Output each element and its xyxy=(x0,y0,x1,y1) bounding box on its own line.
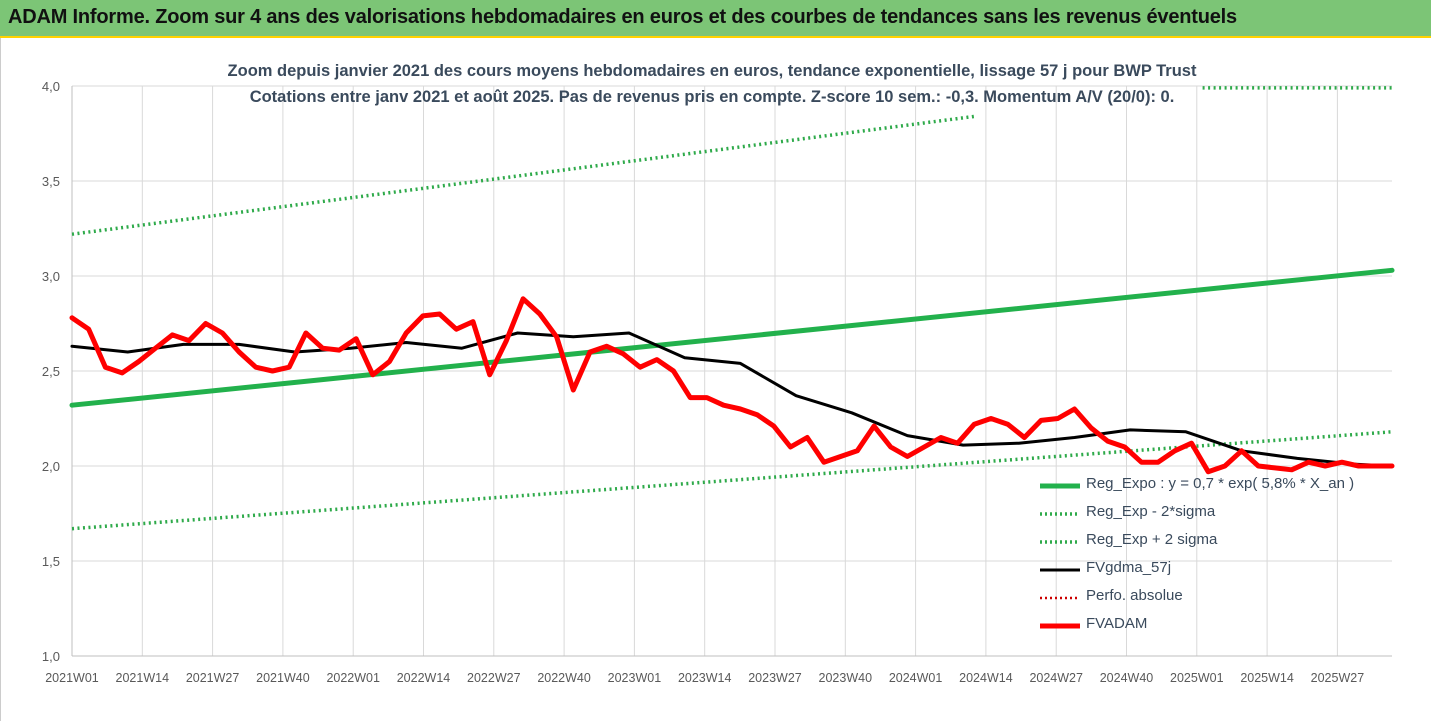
header-banner: ADAM Informe. Zoom sur 4 ans des valoris… xyxy=(0,0,1431,38)
x-tick-label: 2025W27 xyxy=(1311,671,1365,685)
legend: Reg_Expo : y = 0,7 * exp( 5,8% * X_an ) … xyxy=(1040,472,1400,640)
y-tick-label: 1,0 xyxy=(42,649,60,664)
legend-item-perfo: Perfo. absolue xyxy=(1040,584,1400,612)
series-reg-exp-minus-2sigma xyxy=(71,430,1393,531)
legend-label: Reg_Exp - 2*sigma xyxy=(1086,503,1216,520)
legend-label: Reg_Expo : y = 0,7 * exp( 5,8% * X_an ) xyxy=(1086,475,1355,492)
y-tick-label: 3,5 xyxy=(42,174,60,189)
series-fvadam xyxy=(69,296,1395,475)
series-reg-exp-plus-2sigma xyxy=(71,114,975,236)
legend-label: Perfo. absolue xyxy=(1086,587,1183,604)
x-tick-label: 2022W40 xyxy=(537,671,591,685)
legend-label: FVADAM xyxy=(1086,615,1148,632)
x-tick-label: 2025W14 xyxy=(1240,671,1294,685)
legend-item-reg-exp-minus: Reg_Exp - 2*sigma xyxy=(1040,500,1400,528)
x-tick-label: 2022W14 xyxy=(397,671,451,685)
x-tick-label: 2022W27 xyxy=(467,671,521,685)
legend-item-fvadam: FVADAM xyxy=(1040,612,1400,640)
legend-swatch xyxy=(1040,623,1080,629)
x-tick-label: 2023W27 xyxy=(748,671,802,685)
axes: 1,0 1,5 2,0 2,5 3,0 3,5 4,0 2021W01 2021W14 2021W… xyxy=(42,79,1392,685)
x-tick-label: 2021W40 xyxy=(256,671,310,685)
x-tick-label: 2022W01 xyxy=(326,671,380,685)
page-title: ADAM Informe. Zoom sur 4 ans des valoris… xyxy=(8,6,1237,28)
chart-title: Zoom depuis janvier 2021 des cours moyen… xyxy=(227,62,1197,80)
legend-label: Reg_Exp + 2 sigma xyxy=(1086,531,1218,548)
x-tick-label: 2023W40 xyxy=(819,671,873,685)
x-tick-label: 2024W01 xyxy=(889,671,943,685)
y-tick-label: 2,5 xyxy=(42,364,60,379)
x-tick-label: 2025W01 xyxy=(1170,671,1224,685)
legend-label: FVgdma_57j xyxy=(1086,559,1172,576)
series-reg-expo xyxy=(69,267,1395,408)
chart-title-block: Zoom depuis janvier 2021 des cours moyen… xyxy=(190,58,1234,110)
grid xyxy=(71,85,1392,657)
legend-item-fvgdma: FVgdma_57j xyxy=(1040,556,1400,584)
legend-swatch xyxy=(1040,568,1080,572)
x-tick-label: 2021W27 xyxy=(186,671,240,685)
x-tick-label: 2021W01 xyxy=(45,671,99,685)
series-layer xyxy=(69,86,1395,531)
chart-subtitle: Cotations entre janv 2021 et août 2025. … xyxy=(249,88,1175,106)
x-tick-label: 2021W14 xyxy=(116,671,170,685)
x-tick-label: 2024W27 xyxy=(1029,671,1083,685)
y-tick-label: 4,0 xyxy=(42,79,60,94)
y-tick-label: 1,5 xyxy=(42,554,60,569)
legend-item-reg-exp-plus: Reg_Exp + 2 sigma xyxy=(1040,528,1400,556)
x-tick-label: 2024W14 xyxy=(959,671,1013,685)
y-tick-label: 3,0 xyxy=(42,269,60,284)
legend-swatch xyxy=(1040,512,1080,516)
legend-swatch xyxy=(1040,540,1080,544)
y-tick-label: 2,0 xyxy=(42,459,60,474)
x-tick-label: 2023W14 xyxy=(678,671,732,685)
legend-swatch xyxy=(1040,596,1080,600)
chart-area xyxy=(0,38,1431,721)
x-tick-label: 2023W01 xyxy=(608,671,662,685)
legend-item-reg-expo: Reg_Expo : y = 0,7 * exp( 5,8% * X_an ) xyxy=(1040,472,1400,500)
legend-swatch xyxy=(1040,483,1080,489)
x-tick-label: 2024W40 xyxy=(1100,671,1154,685)
